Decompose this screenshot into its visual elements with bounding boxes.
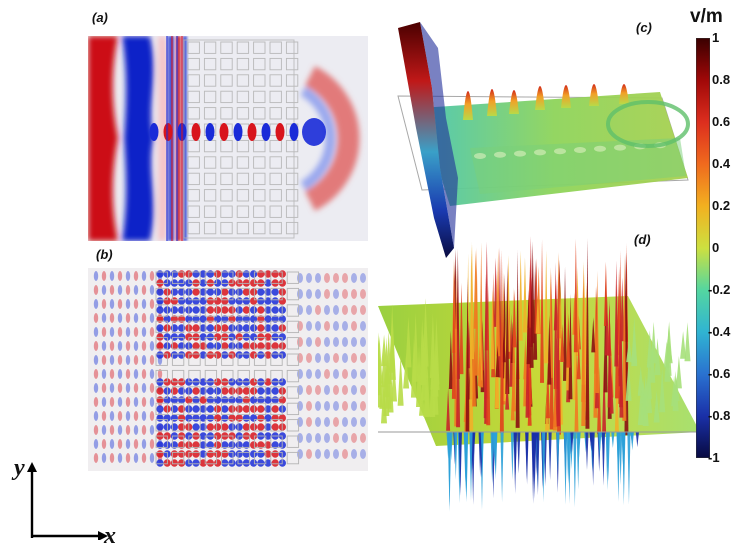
y-axis-label: y [14, 455, 25, 481]
colorbar-tick: -0.4 [708, 324, 731, 339]
colorbar-tick: 0.4 [712, 156, 731, 171]
colorbar-tick: 0 [712, 240, 720, 255]
surface-plot-c [397, 22, 690, 258]
panel-a-label: (a) [92, 10, 108, 25]
surface-plot-d [378, 236, 700, 512]
x-axis-label: x [104, 523, 116, 549]
colorbar-tick: 0.2 [712, 198, 731, 213]
panel-d-label: (d) [634, 232, 651, 247]
panel-c-label: (c) [636, 20, 652, 35]
colorbar [696, 38, 710, 458]
colorbar-tick: 1 [712, 30, 720, 45]
colorbar-tick: -0.6 [708, 366, 731, 381]
field-map-a [88, 36, 368, 241]
colorbar-tick: 0.8 [712, 72, 731, 87]
field-map-b [88, 268, 368, 471]
colorbar-tick: -0.2 [708, 282, 731, 297]
axis-arrows [27, 462, 108, 540]
panel-b-label: (b) [96, 247, 113, 262]
colorbar-unit: v/m [690, 6, 723, 27]
colorbar-tick: -1 [708, 450, 720, 465]
colorbar-tick: -0.8 [708, 408, 731, 423]
colorbar-tick: 0.6 [712, 114, 731, 129]
